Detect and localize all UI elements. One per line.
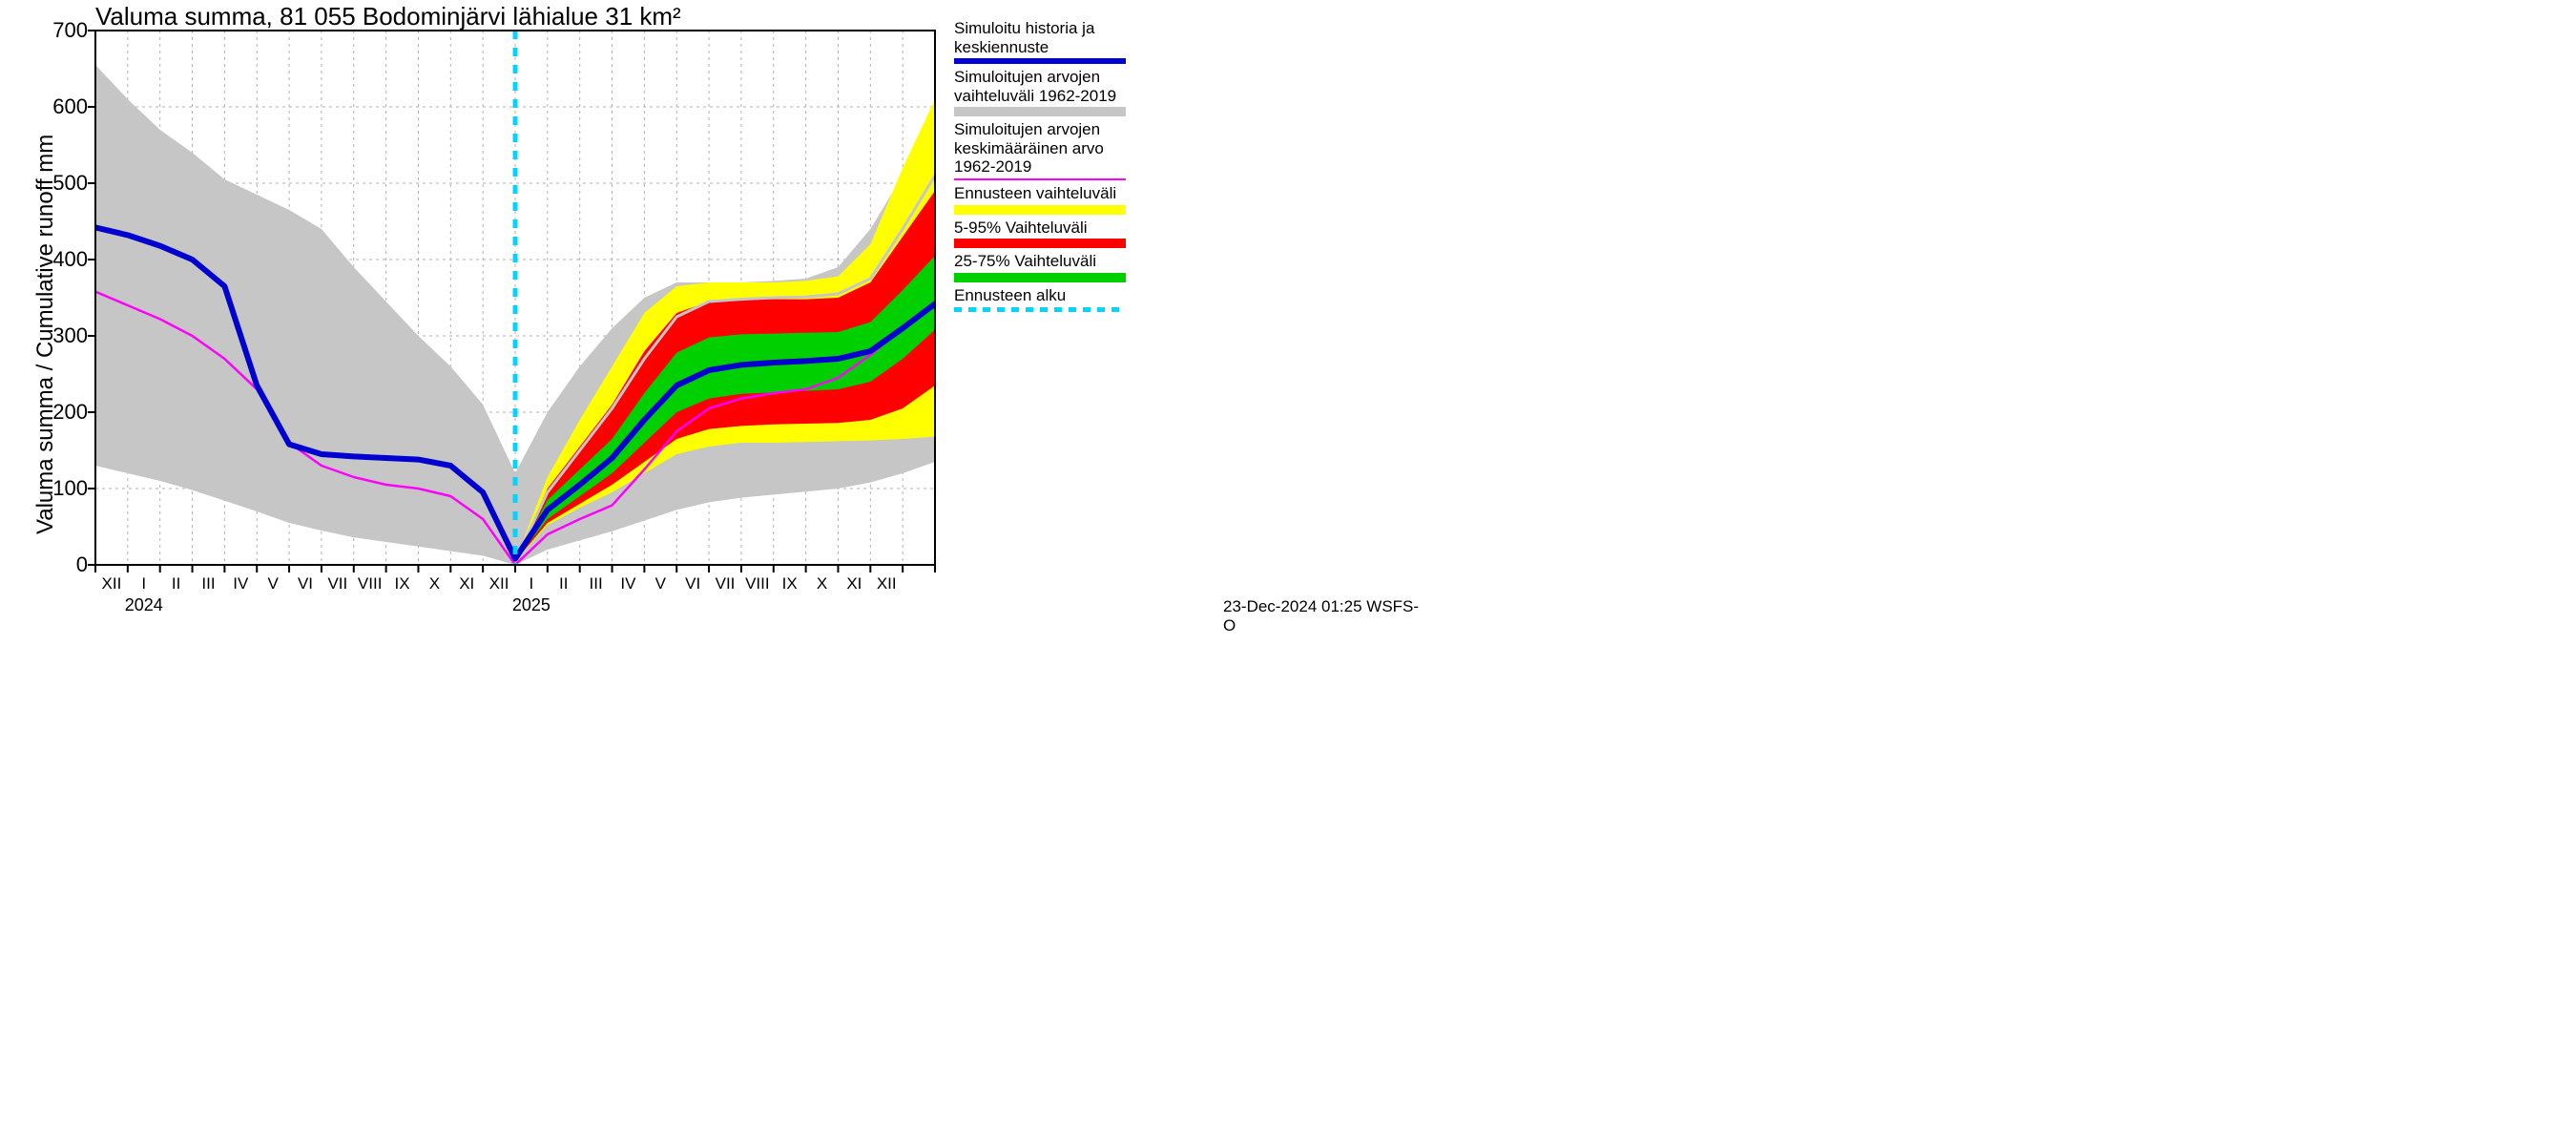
legend-entry: Simuloitu historia ja keskiennuste [954, 19, 1126, 64]
legend-entry: 5-95% Vaihteluväli [954, 219, 1126, 249]
legend-text: 5-95% Vaihteluväli [954, 219, 1126, 238]
legend-entry: Simuloitujen arvojen keskimääräinen arvo… [954, 120, 1126, 180]
x-tick-month: VII [327, 574, 347, 593]
x-tick-month: VIII [358, 574, 383, 593]
y-tick: 300 [38, 323, 88, 348]
y-tick: 400 [38, 247, 88, 272]
legend-swatch [954, 107, 1126, 116]
x-tick-month: III [590, 574, 603, 593]
legend-swatch [954, 307, 1126, 312]
plot-area [0, 0, 945, 611]
y-tick: 500 [38, 171, 88, 196]
x-tick-month: VI [298, 574, 313, 593]
legend-entry: 25-75% Vaihteluväli [954, 252, 1126, 282]
x-tick-month: II [559, 574, 568, 593]
x-tick-month: IX [782, 574, 798, 593]
legend-text: Simuloitujen arvojen keskimääräinen arvo… [954, 120, 1126, 177]
x-tick-month: V [267, 574, 278, 593]
x-tick-month: XI [846, 574, 862, 593]
x-tick-month: IV [620, 574, 635, 593]
legend-text: Simuloitu historia ja keskiennuste [954, 19, 1126, 56]
legend-text: Ennusteen alku [954, 286, 1126, 305]
y-tick: 600 [38, 94, 88, 119]
legend-entry: Ennusteen alku [954, 286, 1126, 312]
legend-swatch [954, 58, 1126, 64]
x-tick-month: IV [233, 574, 248, 593]
x-tick-month: V [655, 574, 666, 593]
x-tick-month: II [172, 574, 180, 593]
x-tick-year: 2024 [125, 595, 163, 615]
x-tick-month: III [201, 574, 215, 593]
x-tick-month: XI [459, 574, 474, 593]
y-tick: 100 [38, 476, 88, 501]
timestamp-label: 23-Dec-2024 01:25 WSFS-O [1223, 597, 1431, 635]
legend-entry: Ennusteen vaihteluväli [954, 184, 1126, 215]
x-tick-month: X [429, 574, 440, 593]
legend-swatch [954, 205, 1126, 215]
x-tick-month: XII [489, 574, 509, 593]
y-tick: 700 [38, 18, 88, 43]
legend-swatch [954, 273, 1126, 282]
legend-text: 25-75% Vaihteluväli [954, 252, 1126, 271]
x-tick-month: I [141, 574, 146, 593]
x-tick-month: VIII [745, 574, 770, 593]
y-tick: 0 [38, 552, 88, 577]
legend-text: Ennusteen vaihteluväli [954, 184, 1126, 203]
x-tick-month: XII [102, 574, 122, 593]
x-tick-month: VII [716, 574, 736, 593]
legend-entry: Simuloitujen arvojen vaihteluväli 1962-2… [954, 68, 1126, 116]
legend-swatch [954, 178, 1126, 181]
x-tick-year: 2025 [512, 595, 551, 615]
x-tick-month: XII [877, 574, 897, 593]
x-tick-month: X [817, 574, 827, 593]
legend-text: Simuloitujen arvojen vaihteluväli 1962-2… [954, 68, 1126, 105]
chart-container: Valuma summa, 81 055 Bodominjärvi lähial… [0, 0, 1431, 636]
y-tick: 200 [38, 400, 88, 425]
x-tick-month: VI [685, 574, 700, 593]
legend-swatch [954, 239, 1126, 248]
legend: Simuloitu historia ja keskiennuste Simulo… [954, 19, 1126, 316]
x-tick-month: IX [395, 574, 410, 593]
x-tick-month: I [530, 574, 534, 593]
